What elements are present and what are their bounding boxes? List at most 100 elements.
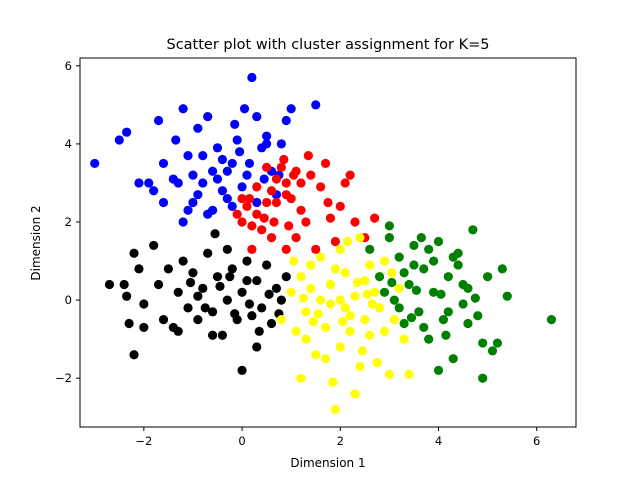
scatter-point: [271, 197, 282, 208]
scatter-point: [384, 221, 394, 231]
scatter-point: [237, 217, 247, 227]
scatter-point: [384, 233, 394, 243]
y-axis-ticks: −2 0 2 4 6: [55, 59, 80, 385]
scatter-point: [242, 275, 252, 286]
scatter-point: [360, 275, 370, 286]
scatter-point: [308, 316, 318, 327]
scatter-point: [188, 170, 198, 180]
scatter-point: [230, 309, 240, 319]
scatter-point: [225, 272, 235, 282]
scatter-point: [350, 217, 360, 227]
scatter-point: [279, 154, 289, 165]
scatter-point: [252, 197, 262, 208]
scatter-point: [264, 289, 274, 299]
scatter-point: [428, 256, 439, 266]
scatter-point: [178, 104, 188, 114]
scatter-points: [90, 72, 557, 415]
scatter-point: [409, 240, 419, 251]
scatter-point: [335, 201, 345, 211]
scatter-point: [340, 178, 350, 188]
scatter-point: [289, 170, 299, 180]
scatter-point: [289, 256, 299, 266]
scatter-point: [222, 295, 232, 305]
scatter-point: [183, 303, 193, 313]
scatter-point: [183, 205, 193, 215]
scatter-point: [262, 131, 272, 141]
scatter-point: [316, 295, 326, 305]
scatter-point: [365, 260, 375, 270]
scatter-point: [306, 283, 316, 293]
scatter-point: [492, 338, 503, 348]
scatter-point: [217, 330, 228, 340]
scatter-point: [271, 283, 282, 293]
scatter-point: [320, 354, 331, 364]
scatter-point: [242, 256, 252, 266]
scatter-point: [207, 330, 218, 340]
scatter-point: [144, 178, 154, 188]
scatter-point: [90, 158, 100, 169]
scatter-point: [311, 244, 321, 254]
scatter-point: [355, 361, 365, 372]
scatter-point: [399, 318, 409, 329]
scatter-point: [259, 174, 269, 184]
scatter-point: [345, 326, 355, 336]
scatter-point: [546, 315, 557, 325]
scatter-point: [296, 205, 306, 215]
scatter-point: [193, 190, 203, 200]
scatter-point: [458, 279, 468, 290]
scatter-point: [370, 287, 380, 297]
scatter-point: [325, 279, 336, 290]
scatter-point: [443, 307, 453, 317]
scatter-point: [470, 293, 480, 303]
scatter-point: [325, 213, 336, 223]
scatter-point: [281, 178, 291, 188]
scatter-point: [276, 139, 286, 149]
scatter-point: [330, 404, 340, 415]
scatter-point: [212, 174, 223, 184]
scatter-point: [262, 197, 272, 208]
scatter-point: [328, 377, 338, 387]
scatter-point: [153, 115, 164, 126]
scatter-point: [212, 143, 223, 153]
scatter-point: [212, 272, 223, 282]
scatter-point: [291, 233, 301, 243]
scatter-point: [394, 303, 404, 313]
scatter-point: [237, 193, 247, 204]
scatter-point: [207, 307, 218, 317]
scatter-point: [330, 236, 340, 247]
scatter-point: [370, 213, 380, 223]
scatter-point: [235, 147, 245, 157]
scatter-point: [404, 369, 414, 379]
x-axis-ticks: −2 0 2 4 6: [135, 427, 540, 448]
scatter-point: [158, 197, 169, 208]
scatter-point: [252, 111, 262, 122]
scatter-point: [394, 252, 404, 262]
scatter-point: [244, 299, 255, 309]
scatter-point: [296, 272, 306, 282]
scatter-point: [419, 264, 429, 274]
scatter-point: [230, 119, 240, 129]
scatter-point: [200, 303, 210, 313]
scatter-point: [340, 303, 350, 313]
scatter-point: [387, 277, 397, 288]
scatter-point: [343, 236, 353, 247]
scatter-point: [313, 309, 323, 319]
scatter-point: [404, 279, 414, 290]
scatter-point: [239, 104, 250, 114]
scatter-point: [281, 115, 291, 126]
scatter-point: [428, 287, 439, 297]
scatter-point: [448, 354, 458, 364]
scatter-point: [296, 373, 306, 383]
scatter-point: [416, 233, 426, 243]
scatter-point: [247, 311, 257, 321]
scatter-point: [217, 186, 228, 196]
scatter-point: [257, 303, 267, 313]
scatter-point: [433, 236, 444, 247]
scatter-point: [207, 166, 218, 176]
scatter-point: [424, 334, 434, 344]
scatter-point: [438, 315, 449, 325]
scatter-point: [323, 197, 333, 208]
scatter-point: [276, 295, 286, 305]
scatter-point: [335, 244, 345, 254]
